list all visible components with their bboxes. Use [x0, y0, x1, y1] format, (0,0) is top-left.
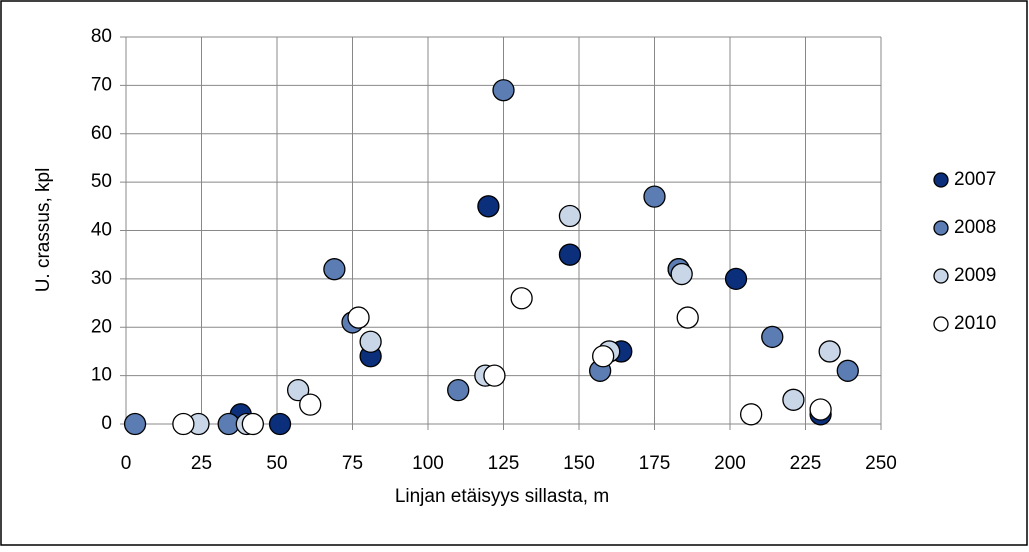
point: [676, 306, 699, 329]
y-tick-label: 0: [101, 413, 112, 434]
x-tick-label: 50: [266, 453, 287, 474]
point: [347, 306, 370, 329]
x-tick-label: 150: [563, 453, 595, 474]
x-tick-label: 0: [121, 453, 132, 474]
x-tick-label: 100: [412, 453, 444, 474]
point: [477, 195, 500, 218]
y-tick-label: 80: [91, 26, 112, 47]
legend-marker: [933, 268, 949, 284]
point: [761, 325, 784, 349]
point: [510, 287, 533, 310]
legend-marker: [933, 220, 949, 236]
point: [670, 262, 693, 286]
point: [739, 403, 763, 426]
point: [241, 412, 264, 436]
point: [724, 267, 748, 291]
point: [818, 340, 841, 363]
y-tick-label: 70: [91, 74, 112, 95]
point: [268, 412, 292, 436]
point: [592, 345, 615, 368]
x-tick-label: 175: [639, 453, 671, 474]
point: [172, 412, 195, 436]
x-axis-label: Linjan etäisyys sillasta, m: [395, 486, 609, 507]
y-tick-label: 30: [91, 268, 112, 289]
legend-label: 2009: [954, 265, 996, 286]
x-tick-label: 200: [714, 453, 746, 474]
point: [447, 378, 470, 402]
y-tick-label: 40: [91, 220, 112, 241]
y-tick-label: 60: [91, 123, 112, 144]
point: [782, 388, 805, 411]
legend-label: 2010: [954, 313, 996, 334]
point: [323, 258, 346, 281]
point: [299, 393, 322, 416]
point: [286, 378, 310, 402]
legend-label: 2007: [954, 169, 996, 190]
point: [359, 330, 382, 353]
point: [558, 204, 582, 228]
point: [809, 398, 832, 421]
x-tick-label: 250: [865, 453, 897, 474]
point: [492, 79, 515, 102]
x-tick-label: 225: [790, 453, 822, 474]
x-tick-label: 125: [488, 453, 520, 474]
legend-marker: [933, 172, 949, 188]
y-axis-label: U. crassus, kpl: [33, 168, 54, 293]
point: [836, 359, 859, 382]
x-tick-label: 25: [191, 453, 212, 474]
point: [483, 364, 506, 387]
point: [558, 243, 582, 266]
x-tick-label: 75: [342, 453, 363, 474]
point: [643, 185, 666, 208]
y-tick-label: 10: [91, 365, 112, 386]
point: [123, 412, 147, 436]
legend-marker: [933, 316, 949, 332]
y-tick-label: 50: [91, 171, 112, 192]
legend-label: 2008: [954, 217, 996, 238]
y-tick-label: 20: [91, 316, 112, 337]
